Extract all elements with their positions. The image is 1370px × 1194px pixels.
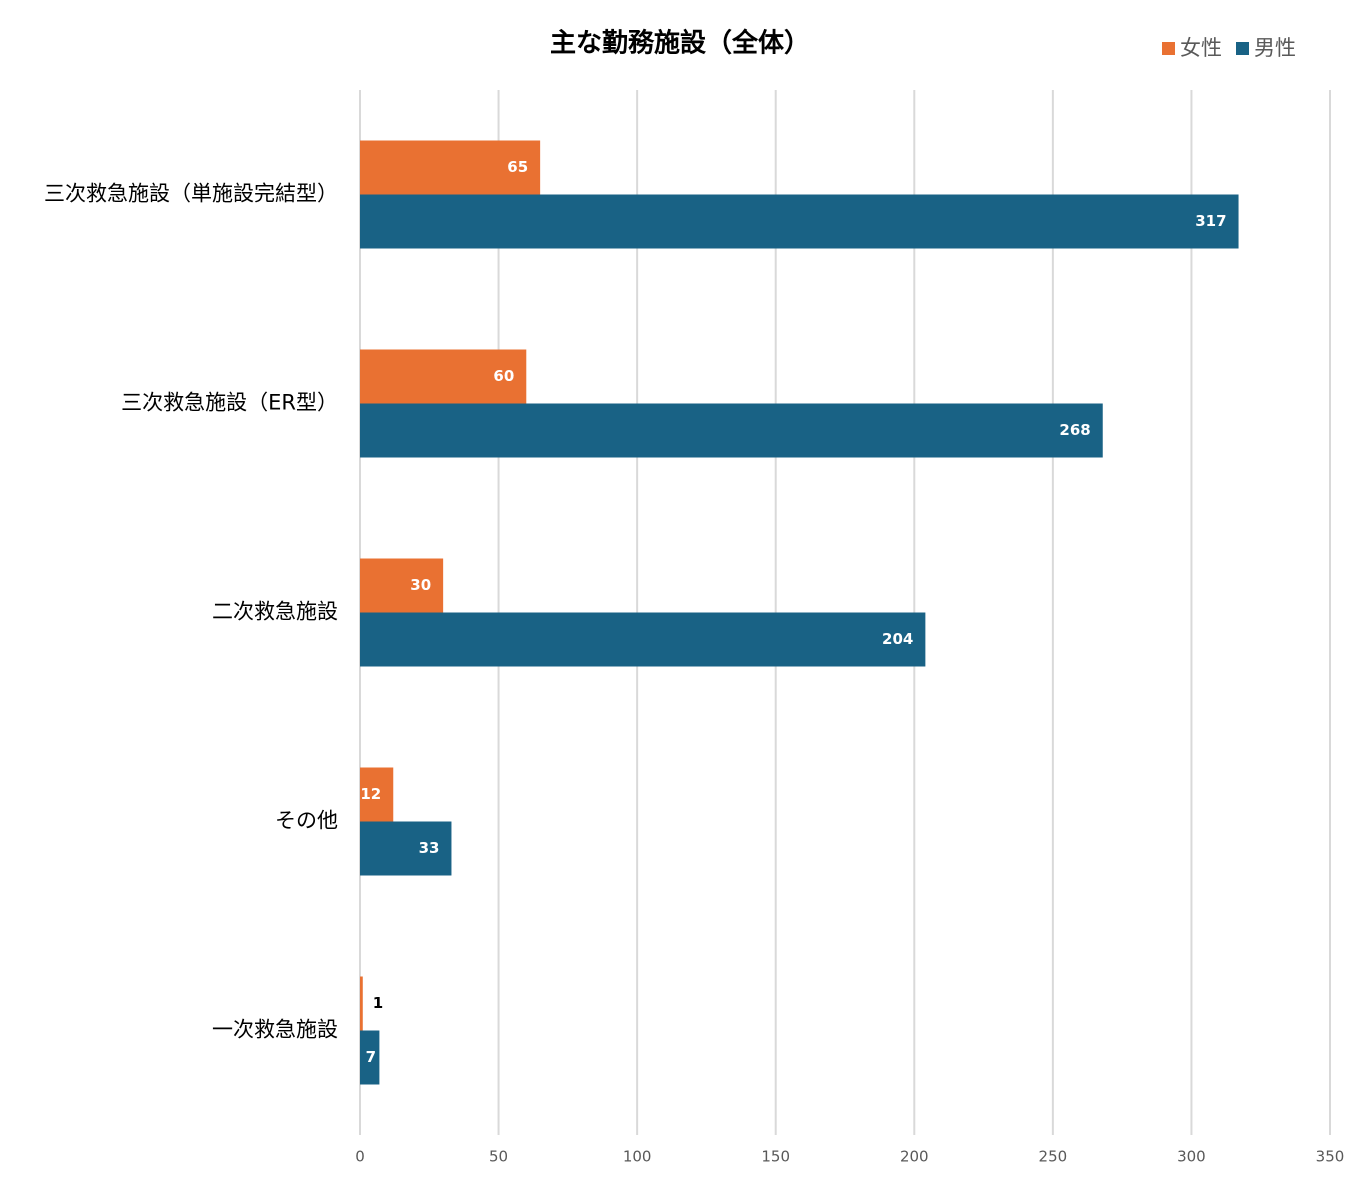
x-tick-label: 250 [1039, 1148, 1068, 1166]
data-label: 204 [882, 630, 913, 648]
y-tick-label: その他 [275, 809, 338, 833]
x-tick-label: 100 [623, 1148, 652, 1166]
x-tick-label: 350 [1316, 1148, 1345, 1166]
data-label: 12 [360, 785, 381, 803]
y-tick-label: 二次救急施設 [212, 600, 338, 624]
bar [360, 194, 1239, 249]
legend-swatch [1162, 42, 1175, 55]
legend-label: 女性 [1180, 36, 1222, 60]
data-label: 317 [1195, 212, 1226, 230]
y-tick-label: 三次救急施設（単施設完結型） [44, 182, 338, 206]
bar [360, 612, 926, 667]
y-tick-label: 一次救急施設 [212, 1018, 338, 1042]
chart-title: 主な勤務施設（全体） [550, 28, 810, 59]
bar [360, 349, 527, 404]
bar [360, 140, 541, 195]
x-tick-label: 50 [489, 1148, 508, 1166]
bar [360, 821, 452, 876]
bar [360, 403, 1103, 458]
x-tick-label: 150 [761, 1148, 790, 1166]
x-tick-label: 200 [900, 1148, 929, 1166]
data-label: 33 [419, 839, 440, 857]
x-tick-label: 0 [355, 1148, 365, 1166]
legend-label: 男性 [1254, 36, 1296, 60]
data-label: 1 [373, 994, 383, 1012]
data-label: 7 [366, 1048, 376, 1066]
data-label: 60 [493, 367, 514, 385]
bar [360, 767, 394, 822]
data-label: 65 [507, 158, 528, 176]
legend-swatch [1236, 42, 1249, 55]
x-tick-label: 300 [1177, 1148, 1206, 1166]
bar [360, 558, 444, 613]
bar [360, 976, 363, 1031]
data-label: 268 [1059, 421, 1090, 439]
bar [360, 1030, 380, 1085]
data-label: 30 [410, 576, 431, 594]
y-tick-label: 三次救急施設（ER型） [121, 391, 338, 415]
